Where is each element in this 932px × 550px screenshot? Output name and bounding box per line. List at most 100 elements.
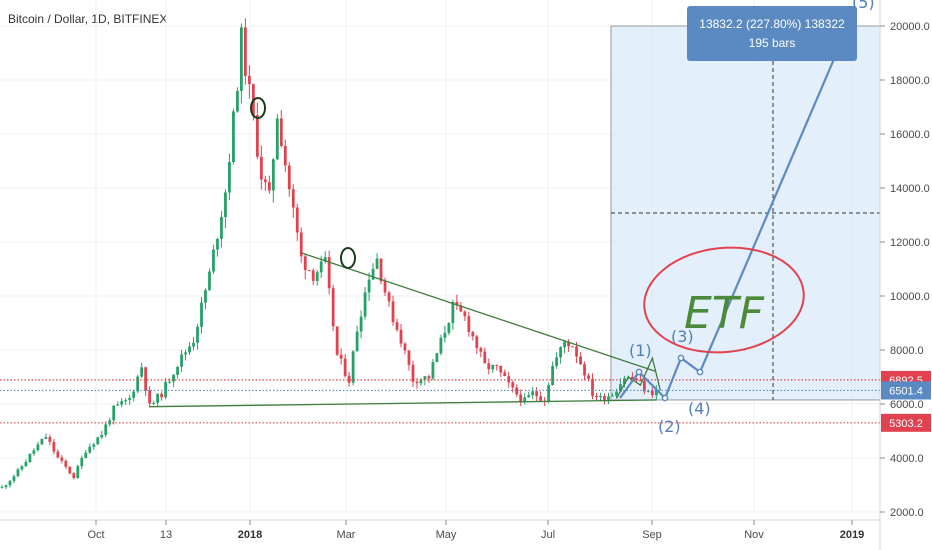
annotation-lines: (1) (2) (3) (4) (5) ETF [0, 0, 880, 436]
time-axis: Oct 13 2018 Mar May Jul Sep Nov 2019 [0, 519, 880, 541]
time-tick-label: Jul [541, 529, 555, 541]
projection-label-line1: 13832.2 (227.80%) 138322 [699, 17, 845, 31]
candle-body [343, 358, 347, 376]
candle-body [311, 270, 315, 281]
trend-line [301, 252, 657, 373]
candle-body [459, 304, 463, 312]
wave-point [677, 354, 685, 362]
candle-body [535, 391, 539, 397]
chart-title: Bitcoin / Dollar, 1D, BITFINEX [8, 12, 168, 26]
price-tick-label: 18000.0 [890, 75, 930, 87]
candle-body [204, 290, 207, 303]
candle-body [295, 207, 299, 233]
candle-body [48, 436, 52, 442]
candle-body [419, 379, 423, 384]
candle-body [451, 301, 455, 323]
price-tick-label: 20000.0 [890, 21, 930, 33]
candle-body [16, 469, 20, 477]
price-badge [881, 413, 931, 432]
candle-body [615, 391, 618, 396]
candle-body [547, 385, 551, 402]
candle-body [76, 466, 80, 479]
candle-body [36, 444, 40, 451]
candle-body [399, 329, 403, 344]
candle-body [471, 331, 475, 337]
candle-body [12, 476, 16, 481]
peak-circle [250, 97, 266, 119]
candle-body [271, 159, 275, 191]
candle-body [84, 452, 88, 458]
time-tick-label: 13 [160, 529, 172, 541]
candle-body [650, 390, 654, 396]
candle-body [20, 466, 24, 470]
wave-label: (1) [629, 341, 652, 360]
candle-body [607, 396, 610, 401]
candle-body [319, 261, 323, 273]
candle-body [439, 337, 443, 354]
candle-body [88, 446, 92, 453]
candle-body [347, 375, 351, 383]
time-tick-label: May [436, 529, 457, 541]
candle-body [495, 364, 499, 366]
candle-body [511, 382, 515, 388]
candle-body [367, 279, 371, 293]
candle-body [423, 376, 427, 380]
candle-body [646, 390, 650, 392]
candle-body [104, 424, 108, 435]
candle-body [267, 182, 271, 191]
candle-body [435, 353, 439, 363]
candle-body [220, 216, 223, 239]
price-tick-label: 14000.0 [890, 183, 930, 195]
wave-label: (5) [852, 0, 875, 12]
candle-body [8, 480, 12, 486]
candle-body [527, 395, 531, 398]
candle-body [156, 393, 160, 403]
candle-body [371, 268, 375, 280]
candle-body [140, 367, 144, 377]
candle-body [379, 258, 383, 282]
price-tick-label: 4000.0 [890, 453, 924, 465]
candle-body [323, 257, 327, 262]
candle-body [599, 395, 602, 398]
candle-body [307, 269, 311, 271]
candle-body [232, 111, 235, 163]
candle-body [116, 404, 120, 406]
candle-body [595, 395, 598, 398]
candle-body [427, 376, 431, 379]
candle-body [639, 380, 642, 382]
candle-body [642, 380, 646, 392]
candle-body [375, 258, 379, 269]
price-tick-label: 2000.0 [890, 507, 924, 519]
candle-body [415, 381, 419, 384]
candle-body [148, 390, 152, 404]
candle-body [240, 27, 243, 91]
candle-body [519, 394, 523, 402]
candle-body [0, 487, 4, 489]
candle-body [299, 232, 303, 257]
candle-body [327, 257, 331, 289]
candle-body [391, 301, 395, 323]
candle-body [200, 302, 203, 327]
etf-annotation: ETF [684, 288, 765, 339]
etf-circle [643, 246, 805, 354]
candle-body [339, 354, 343, 359]
candle-body [623, 378, 626, 385]
candle-body [28, 453, 32, 462]
trend-line [149, 399, 657, 408]
wave-point [696, 368, 704, 376]
time-tick-label: 2018 [238, 529, 262, 541]
projection-label-box [687, 6, 857, 61]
candle-body [363, 292, 367, 317]
candle-body [243, 27, 247, 76]
candle-body [160, 393, 163, 398]
candle-body [255, 115, 259, 157]
candle-body [216, 238, 219, 250]
candle-body [395, 322, 399, 330]
candle-body [4, 485, 8, 488]
candle-body [68, 466, 72, 474]
candle-body [303, 256, 307, 270]
candle-body [603, 395, 606, 401]
candle-body [96, 437, 100, 445]
candle-body [539, 396, 543, 401]
